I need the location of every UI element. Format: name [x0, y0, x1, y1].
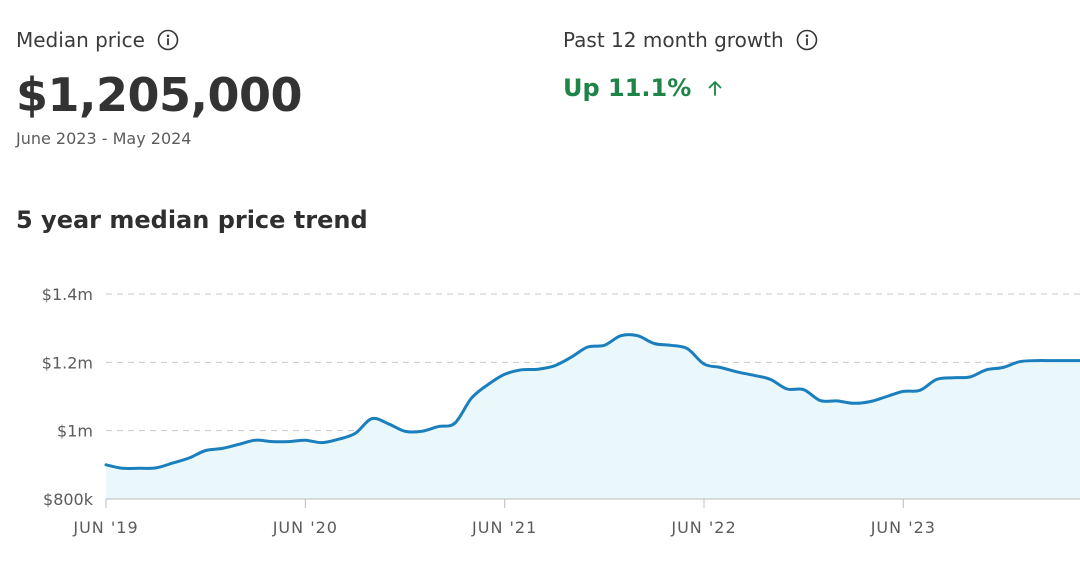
median-price-label: Median price [16, 28, 145, 52]
x-tick-label: JUN '19 [72, 518, 138, 537]
growth-label-row: Past 12 month growth [563, 28, 818, 52]
x-tick-label: JUN '21 [471, 518, 537, 537]
y-tick-label: $1.2m [42, 353, 93, 372]
y-tick-label: $1.4m [42, 285, 93, 304]
info-icon[interactable] [796, 29, 818, 51]
median-price-block: Median price $1,205,000 June 2023 - May … [16, 28, 303, 148]
arrow-up-icon [705, 78, 725, 98]
median-price-label-row: Median price [16, 28, 302, 52]
growth-value: Up 11.1% [563, 74, 692, 102]
section-title: 5 year median price trend [16, 206, 368, 234]
y-tick-label: $1m [57, 422, 93, 441]
info-icon[interactable] [157, 29, 179, 51]
growth-block: Past 12 month growth Up 11.1% [563, 28, 818, 102]
series-line [104, 333, 1080, 471]
series-area [106, 334, 1080, 499]
x-tick-label: JUN '22 [670, 518, 736, 537]
median-price-date-range: June 2023 - May 2024 [16, 128, 192, 148]
y-tick-label: $800k [43, 490, 94, 509]
median-price-value: $1,205,000 [16, 68, 303, 122]
price-trend-chart: $1.4m $1.2m $1m $800k JUN '19 JUN '20 JUN '21 J… [42, 285, 1080, 537]
growth-label: Past 12 month growth [563, 28, 784, 52]
x-tick-label: JUN '20 [272, 518, 338, 537]
growth-row: Up 11.1% [563, 74, 818, 102]
x-tick-label: JUN '23 [870, 518, 936, 537]
